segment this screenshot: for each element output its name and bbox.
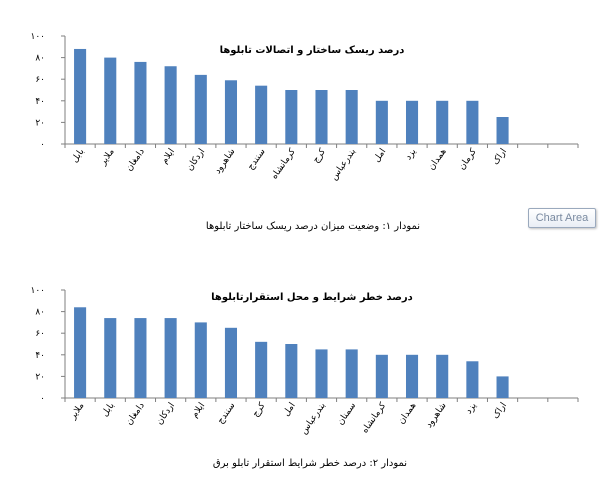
category-label: کرج [311, 146, 328, 165]
bar [405, 354, 419, 398]
bar [134, 61, 147, 144]
bar [345, 90, 358, 144]
category-label: کرمانشاه [360, 400, 389, 435]
chart-1: ۰ ۲۰ ۴۰ ۶۰ ۸۰ ۱۰۰ بابل ملایر دامغان ایلام اردکان شا… [30, 32, 579, 232]
category-label: بندرعباس [299, 401, 328, 436]
category-label: سمنان [336, 401, 358, 427]
chart-title: درصد ریسک ساختار و اتصالات تابلوها [220, 45, 405, 56]
bar [436, 100, 449, 144]
bar [405, 100, 419, 144]
bar [164, 318, 177, 398]
bar [345, 349, 358, 398]
bar [74, 48, 87, 144]
category-label: یزد [464, 401, 479, 417]
bar [134, 318, 147, 398]
bar [255, 341, 268, 398]
chart-title: درصد خطر شرایط و محل استقرارتابلوها [211, 292, 413, 303]
bar [74, 307, 87, 398]
bar [315, 349, 328, 398]
category-label: همدان [427, 147, 449, 172]
category-label: سنندج [246, 147, 268, 172]
category-label: کرمان [457, 146, 479, 172]
y-tick-label: ۸۰ [35, 54, 45, 64]
y-tick-label: ۶۰ [35, 75, 45, 85]
bar [375, 354, 388, 398]
bar [104, 57, 117, 144]
category-label: یزد [404, 147, 419, 163]
y-tick-label: ۴۰ [35, 351, 45, 361]
bar [164, 66, 177, 144]
category-label: ملایر [98, 147, 117, 168]
category-label: شاهرود [213, 147, 237, 176]
category-label: ایلام [190, 401, 207, 420]
category-label: کرج [251, 400, 268, 419]
category-label: کرمانشاه [270, 146, 299, 181]
bar [104, 318, 117, 398]
bar [224, 80, 238, 144]
category-label: بندرعباس [329, 147, 358, 182]
bar [466, 100, 479, 144]
category-label: ایلام [160, 147, 177, 166]
y-tick-label: ۱۰۰ [30, 286, 45, 296]
bar [285, 90, 298, 144]
chart-caption: نمودار ۱: وضعیت میزان درصد ریسک ساختار ت… [206, 221, 420, 232]
category-label: اردکان [155, 401, 177, 427]
y-tick-label: ۱۰۰ [30, 32, 45, 42]
chart-caption: نمودار ۲: درصد خطر شرایط استقرار تابلو ب… [213, 458, 407, 469]
bar [496, 376, 509, 398]
category-label: ملایر [68, 401, 87, 422]
category-label: اردکان [185, 147, 207, 173]
y-tick-label: ۰ [40, 394, 45, 404]
bar [285, 344, 298, 398]
bar [315, 90, 328, 144]
chart-2: ۰ ۲۰ ۴۰ ۶۰ ۸۰ ۱۰۰ ملایر بابل دامغان اردکان ایلام سن… [30, 286, 579, 469]
category-label: اراک [490, 400, 509, 421]
bar [466, 361, 479, 398]
y-tick-label: ۴۰ [35, 97, 45, 107]
bar [496, 117, 509, 144]
y-tick-label: ۶۰ [35, 329, 45, 339]
category-label: بابل [100, 401, 117, 419]
bar [194, 322, 207, 398]
bar [255, 85, 268, 144]
chart-area-tooltip: Chart Area [528, 208, 596, 228]
category-label: بابل [70, 147, 87, 165]
category-label: امل [372, 147, 388, 164]
category-label: دامغان [124, 147, 147, 173]
y-tick-label: ۲۰ [35, 372, 45, 382]
bar [194, 74, 207, 144]
bar [436, 354, 449, 398]
category-label: دامغان [124, 401, 147, 427]
category-label: امل [281, 401, 297, 418]
category-label: همدان [397, 401, 419, 426]
category-label: اراک [490, 146, 509, 167]
y-tick-label: ۲۰ [35, 118, 45, 128]
category-label: سنندج [216, 401, 238, 426]
bar [375, 100, 388, 144]
y-tick-label: ۰ [40, 140, 45, 150]
y-tick-label: ۸۰ [35, 308, 45, 318]
category-label: شاهرود [424, 401, 448, 430]
bar [224, 327, 238, 398]
